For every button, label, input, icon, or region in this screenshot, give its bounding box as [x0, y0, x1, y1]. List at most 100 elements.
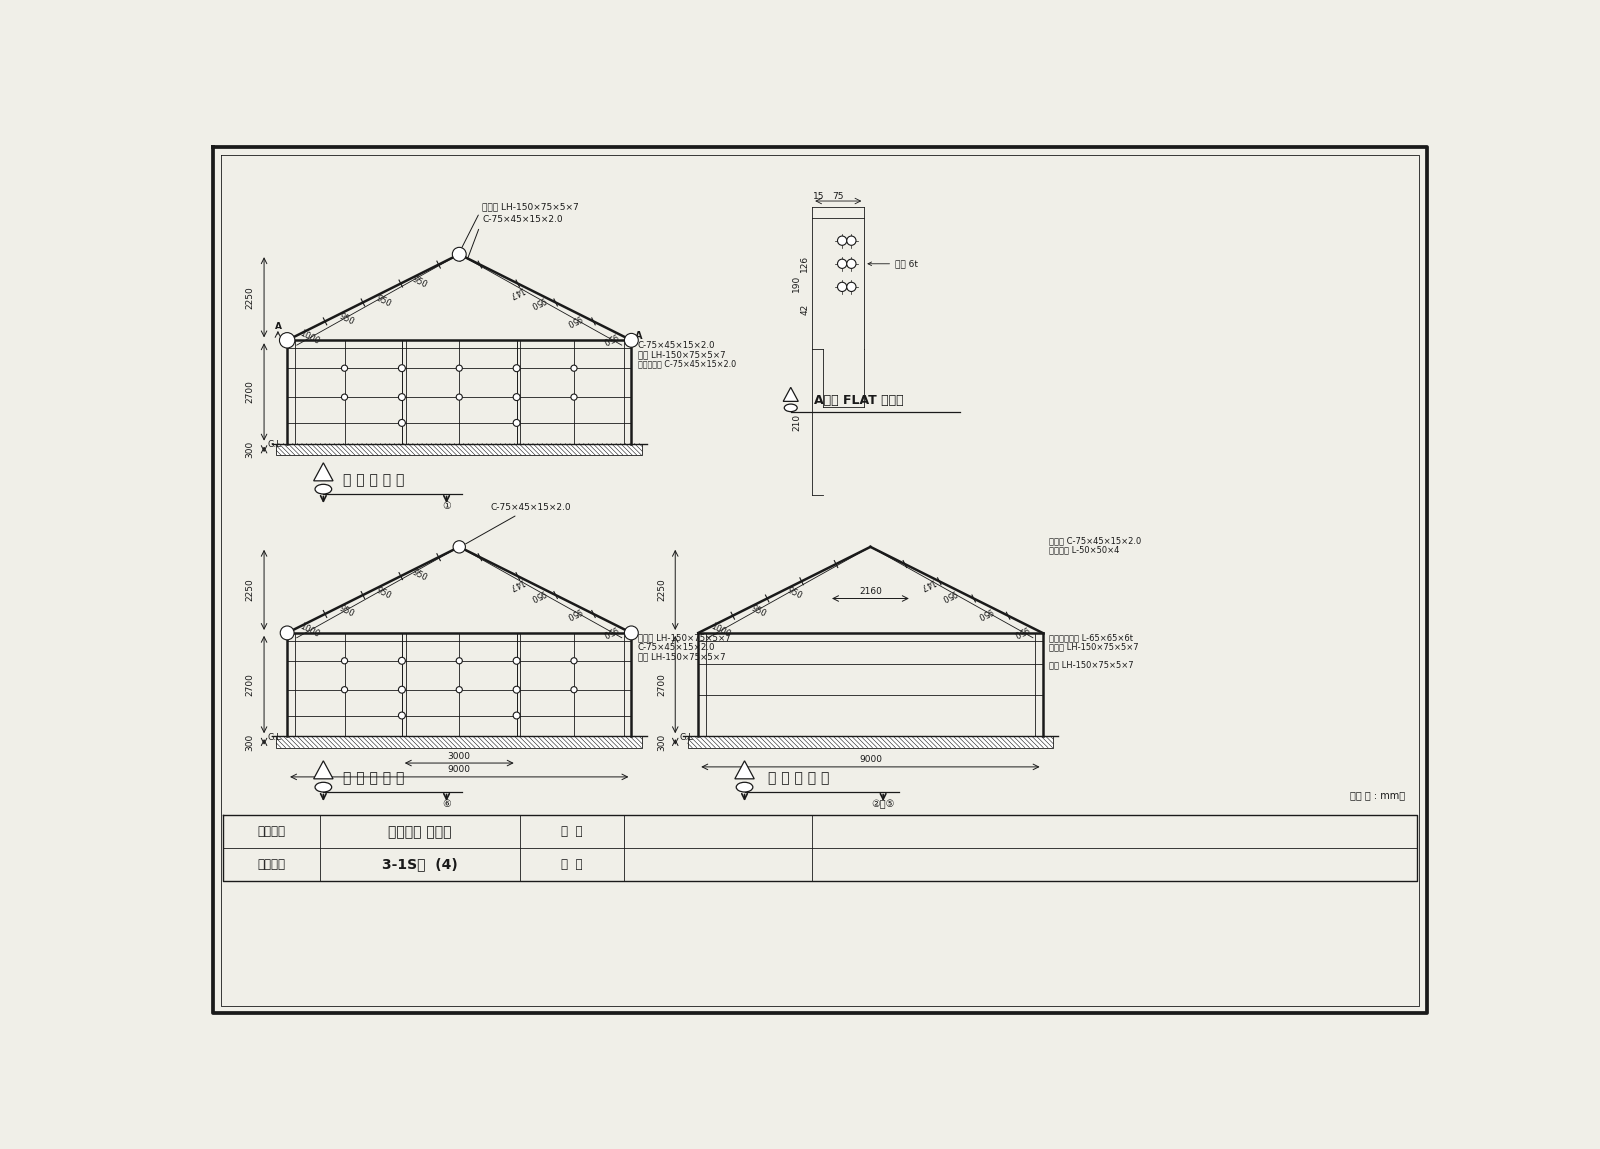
- Text: 정 면 골 조 도: 정 면 골 조 도: [342, 473, 405, 487]
- Text: 950: 950: [374, 293, 392, 308]
- Text: 2250: 2250: [246, 578, 254, 601]
- Circle shape: [837, 283, 846, 292]
- Text: 190: 190: [792, 275, 802, 292]
- Text: 147: 147: [507, 284, 525, 299]
- Text: 트러스 LH-150×75×5×7: 트러스 LH-150×75×5×7: [1048, 642, 1138, 651]
- Text: 9000: 9000: [448, 765, 470, 774]
- Text: 설  계: 설 계: [562, 825, 582, 839]
- Text: C-75×45×15×2.0: C-75×45×15×2.0: [467, 215, 563, 257]
- Text: 〈단 위 : mm〉: 〈단 위 : mm〉: [1350, 789, 1405, 800]
- Text: 1000: 1000: [709, 622, 733, 639]
- Circle shape: [846, 236, 856, 245]
- Circle shape: [514, 712, 520, 719]
- Circle shape: [453, 248, 466, 261]
- Text: 15: 15: [813, 192, 824, 201]
- Text: 슬라이딩재 C-75×45×15×2.0: 슬라이딩재 C-75×45×15×2.0: [637, 360, 736, 369]
- Polygon shape: [314, 761, 333, 779]
- Circle shape: [624, 333, 638, 347]
- Circle shape: [398, 657, 405, 664]
- Text: 950: 950: [786, 586, 803, 601]
- Circle shape: [571, 687, 578, 693]
- Text: 147: 147: [507, 577, 525, 592]
- Circle shape: [280, 333, 294, 347]
- Text: A: A: [456, 250, 462, 260]
- Text: 300: 300: [658, 733, 666, 750]
- Ellipse shape: [315, 782, 331, 792]
- Text: 950: 950: [565, 313, 582, 327]
- Text: 트러스보강재 L-65×65×6t: 트러스보강재 L-65×65×6t: [1048, 633, 1133, 642]
- Text: 950: 950: [374, 586, 392, 601]
- Text: 2250: 2250: [246, 286, 254, 309]
- Circle shape: [624, 626, 638, 640]
- Text: G.L: G.L: [678, 733, 693, 742]
- Text: 950: 950: [411, 275, 429, 291]
- Text: 기둥 LH-150×75×5×7: 기둥 LH-150×75×5×7: [1048, 660, 1133, 669]
- Text: 950: 950: [600, 623, 619, 638]
- Text: 126: 126: [800, 255, 810, 272]
- Ellipse shape: [315, 484, 331, 494]
- Circle shape: [846, 283, 856, 292]
- Polygon shape: [782, 387, 798, 401]
- Text: 950: 950: [976, 606, 994, 620]
- Text: 중도리 C-75×45×15×2.0: 중도리 C-75×45×15×2.0: [1048, 537, 1141, 545]
- Text: 검  토: 검 토: [562, 858, 582, 871]
- Text: C-75×45×15×2.0: C-75×45×15×2.0: [466, 503, 571, 543]
- Polygon shape: [314, 463, 333, 480]
- Bar: [688, 737, 1053, 748]
- Circle shape: [398, 394, 405, 401]
- Text: G.L: G.L: [267, 733, 282, 742]
- Circle shape: [571, 657, 578, 664]
- Text: ①: ①: [442, 501, 451, 511]
- Text: 300: 300: [246, 441, 254, 458]
- Circle shape: [456, 687, 462, 693]
- Circle shape: [571, 365, 578, 371]
- Text: 950: 950: [600, 331, 619, 346]
- Text: 2250: 2250: [658, 578, 666, 601]
- Text: 950: 950: [411, 568, 429, 583]
- Ellipse shape: [736, 782, 754, 792]
- Circle shape: [456, 365, 462, 371]
- Text: 기둥 LH-150×75×5×7: 기둥 LH-150×75×5×7: [637, 350, 725, 360]
- Circle shape: [514, 419, 520, 426]
- Text: 3000: 3000: [448, 751, 470, 761]
- Circle shape: [514, 364, 520, 371]
- Text: 2700: 2700: [658, 673, 666, 696]
- Text: 950: 950: [528, 587, 546, 602]
- Circle shape: [280, 626, 294, 640]
- Circle shape: [398, 686, 405, 693]
- Circle shape: [453, 247, 466, 261]
- Circle shape: [341, 394, 347, 400]
- Text: ②～⑤: ②～⑤: [872, 799, 894, 809]
- Text: A: A: [275, 322, 282, 331]
- Ellipse shape: [784, 404, 797, 411]
- Text: 1000: 1000: [298, 329, 322, 346]
- Polygon shape: [734, 761, 754, 779]
- Text: 온실형태: 온실형태: [258, 825, 285, 839]
- Text: C-75×45×15×2.0: C-75×45×15×2.0: [637, 642, 715, 651]
- Circle shape: [837, 260, 846, 269]
- Text: 300: 300: [246, 733, 254, 750]
- Text: 950: 950: [338, 311, 357, 326]
- Circle shape: [398, 419, 405, 426]
- Text: 210: 210: [792, 414, 802, 431]
- Text: 정 면 골 조 도: 정 면 골 조 도: [768, 771, 829, 786]
- Bar: [277, 737, 642, 748]
- Circle shape: [837, 236, 846, 245]
- Text: G.L: G.L: [267, 440, 282, 449]
- Text: 트러스 LH-150×75×5×7: 트러스 LH-150×75×5×7: [637, 633, 730, 642]
- Text: 3-1S型  (4): 3-1S型 (4): [382, 857, 458, 872]
- Circle shape: [456, 394, 462, 400]
- Text: 950: 950: [1011, 623, 1030, 638]
- Text: 950: 950: [939, 587, 957, 602]
- Text: 두께 6t: 두께 6t: [867, 260, 918, 268]
- Circle shape: [514, 394, 520, 401]
- Text: 구름받이 L-50×50×4: 구름받이 L-50×50×4: [1048, 546, 1118, 554]
- Text: 배 면 골 조 도: 배 면 골 조 도: [342, 771, 405, 786]
- Text: トラス LH-150×75×5×7: トラス LH-150×75×5×7: [461, 202, 579, 250]
- Text: 2700: 2700: [246, 380, 254, 403]
- Text: 147: 147: [918, 577, 936, 592]
- Text: ⑥: ⑥: [442, 799, 451, 809]
- Text: A부분 FLAT 상세도: A부분 FLAT 상세도: [814, 394, 904, 407]
- Circle shape: [398, 712, 405, 719]
- Text: 950: 950: [749, 604, 768, 619]
